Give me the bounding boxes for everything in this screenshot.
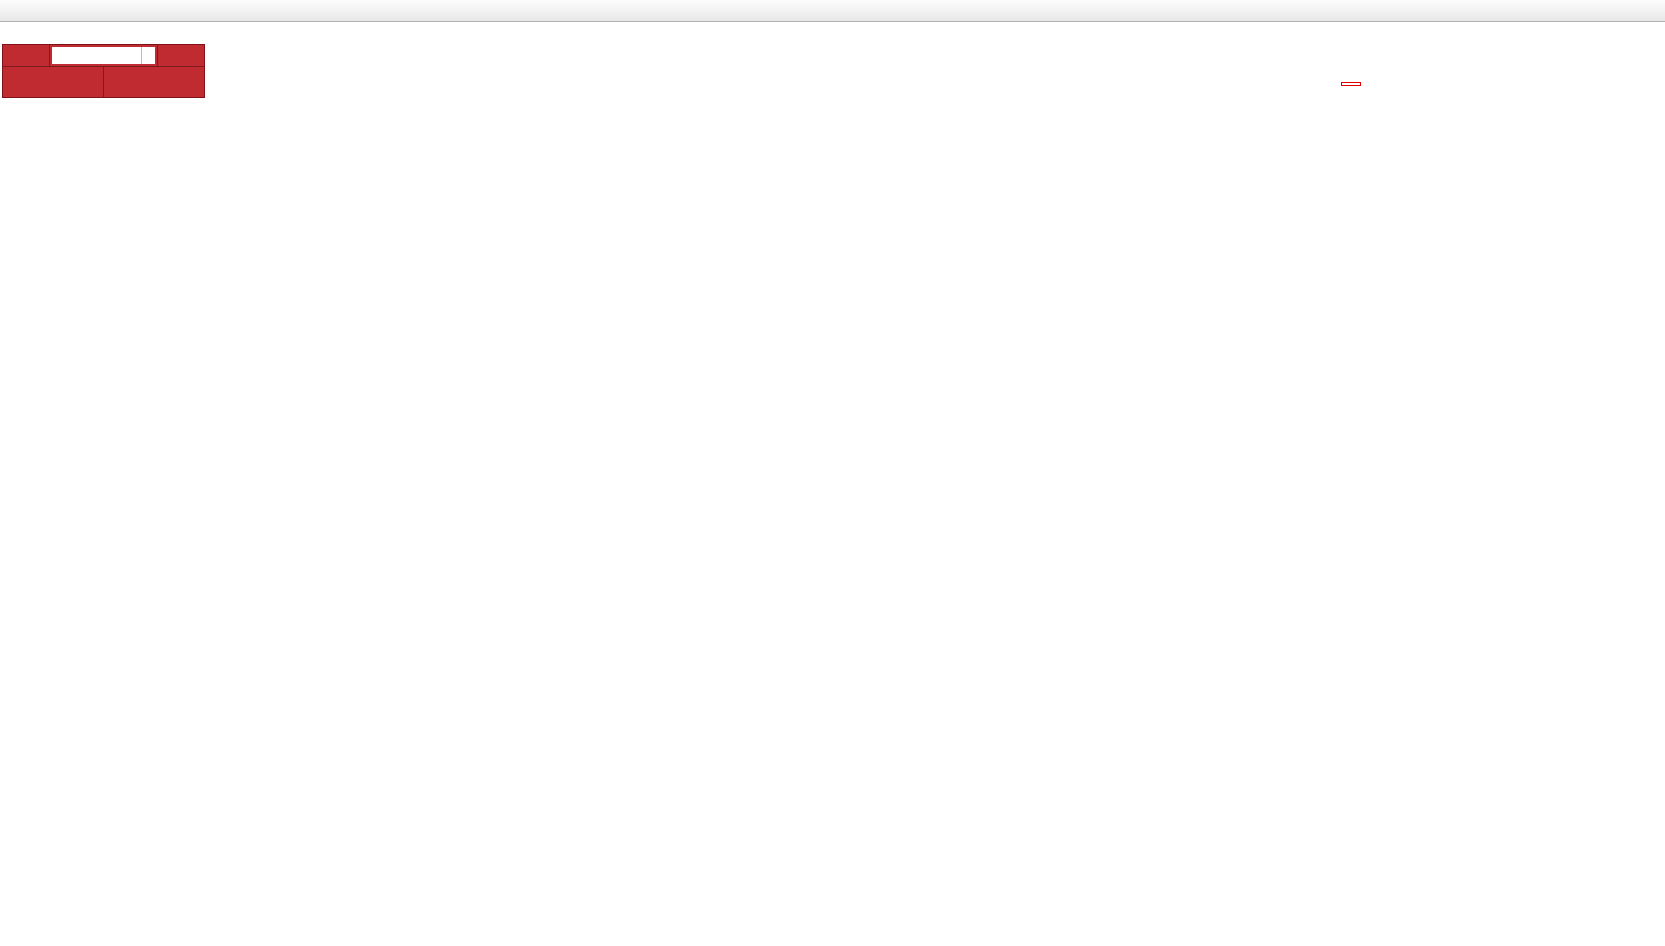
volume-field[interactable] [52, 47, 155, 64]
volume-down-icon[interactable] [142, 56, 155, 65]
volume-stepper[interactable] [141, 47, 155, 64]
one-click-trading-panel [2, 44, 205, 98]
price-callout[interactable] [1341, 82, 1361, 86]
toolbar [0, 0, 1665, 22]
sell-price[interactable] [3, 67, 104, 97]
buy-price[interactable] [104, 67, 204, 97]
buy-button[interactable] [157, 45, 204, 66]
sell-button[interactable] [3, 45, 50, 66]
volume-up-icon[interactable] [142, 47, 155, 56]
